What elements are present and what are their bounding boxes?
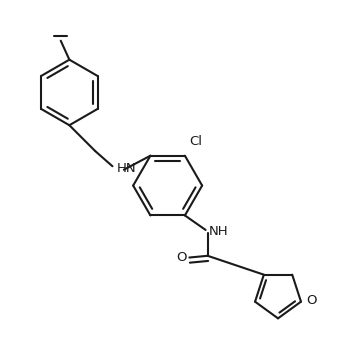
Text: NH: NH [208, 225, 228, 238]
Text: Cl: Cl [189, 135, 202, 148]
Text: O: O [176, 251, 186, 264]
Text: HN: HN [117, 162, 137, 175]
Text: O: O [307, 294, 317, 307]
